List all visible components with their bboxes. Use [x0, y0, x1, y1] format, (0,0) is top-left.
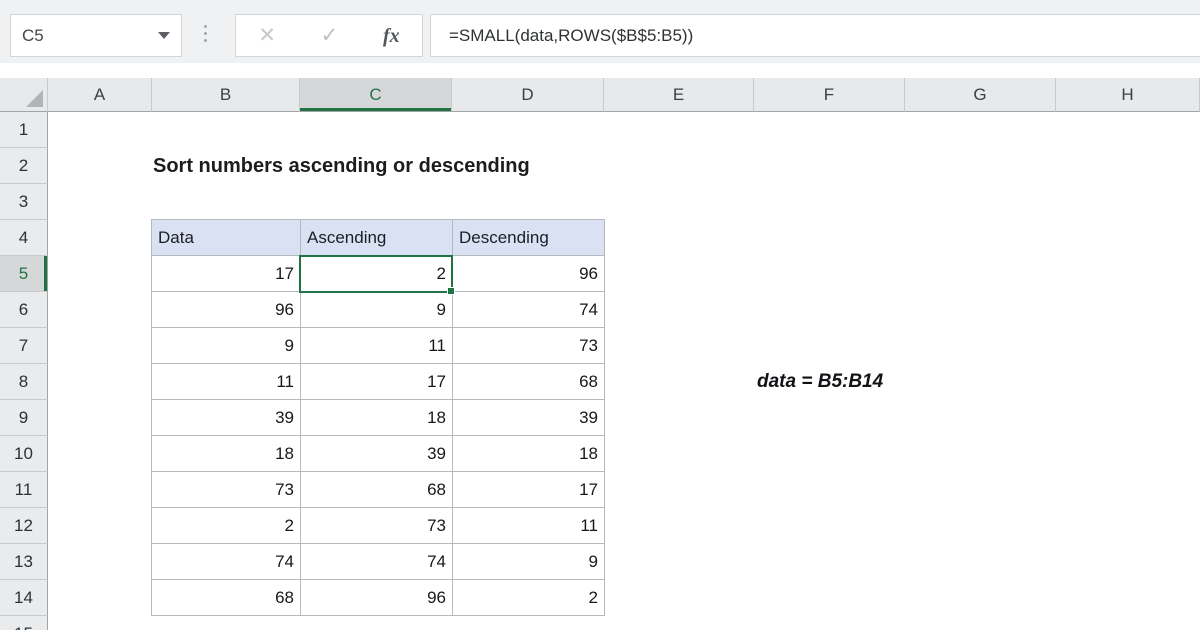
row-header-11[interactable]: 11: [0, 472, 48, 508]
cell-b9[interactable]: 39: [152, 400, 301, 436]
row-header-13[interactable]: 13: [0, 544, 48, 580]
cell-b5[interactable]: 17: [152, 256, 301, 292]
cell-c10[interactable]: 39: [301, 436, 453, 472]
cancel-icon[interactable]: ✕: [258, 24, 276, 47]
cell-c14[interactable]: 96: [301, 580, 453, 616]
cell-c9[interactable]: 18: [301, 400, 453, 436]
column-header-b[interactable]: B: [152, 78, 300, 112]
select-all-triangle-icon: [26, 90, 43, 107]
table-header-row: Data Ascending Descending: [152, 220, 605, 256]
cell-b13[interactable]: 74: [152, 544, 301, 580]
cell-d8[interactable]: 68: [453, 364, 605, 400]
row-header-12[interactable]: 12: [0, 508, 48, 544]
enter-check-icon[interactable]: ✓: [320, 24, 339, 47]
cell-d13[interactable]: 9: [453, 544, 605, 580]
cell-c13[interactable]: 74: [301, 544, 453, 580]
column-header-e[interactable]: E: [604, 78, 754, 112]
row-header-10[interactable]: 10: [0, 436, 48, 472]
named-range-annotation-cell[interactable]: data = B5:B14: [757, 371, 884, 392]
name-box[interactable]: C5: [10, 14, 182, 57]
table-row: 68 96 2: [152, 580, 605, 616]
table-row: 17 2 96: [152, 256, 605, 292]
formula-toolbar: C5 ✕ ✓ fx =SMALL(data,ROWS($B$5:B5)): [0, 0, 1200, 63]
cell-b12[interactable]: 2: [152, 508, 301, 544]
cell-d10[interactable]: 18: [453, 436, 605, 472]
row-header-4[interactable]: 4: [0, 220, 48, 256]
table-row: 96 9 74: [152, 292, 605, 328]
formula-text: =SMALL(data,ROWS($B$5:B5)): [449, 25, 694, 45]
column-header-c-selected[interactable]: C: [300, 78, 452, 112]
table-header-ascending[interactable]: Ascending: [301, 220, 453, 256]
cell-b6[interactable]: 96: [152, 292, 301, 328]
row-header-6[interactable]: 6: [0, 292, 48, 328]
formula-buttons: ✕ ✓ fx: [235, 14, 423, 57]
worksheet-title-cell[interactable]: Sort numbers ascending or descending: [153, 155, 530, 177]
table-row: 73 68 17: [152, 472, 605, 508]
row-header-1[interactable]: 1: [0, 112, 48, 148]
cell-c7[interactable]: 11: [301, 328, 453, 364]
cell-c8[interactable]: 17: [301, 364, 453, 400]
row-header-7[interactable]: 7: [0, 328, 48, 364]
fill-handle[interactable]: [447, 287, 455, 295]
column-header-a[interactable]: A: [48, 78, 152, 112]
table-row: 2 73 11: [152, 508, 605, 544]
table-row: 11 17 68: [152, 364, 605, 400]
name-box-value: C5: [22, 25, 44, 45]
row-header-15[interactable]: 15: [0, 616, 48, 630]
name-box-dropdown-icon[interactable]: [158, 32, 170, 39]
cell-b10[interactable]: 18: [152, 436, 301, 472]
table-row: 39 18 39: [152, 400, 605, 436]
column-header-d[interactable]: D: [452, 78, 604, 112]
cell-d9[interactable]: 39: [453, 400, 605, 436]
row-header-3[interactable]: 3: [0, 184, 48, 220]
column-header-g[interactable]: G: [905, 78, 1056, 112]
cell-d12[interactable]: 11: [453, 508, 605, 544]
row-header-9[interactable]: 9: [0, 400, 48, 436]
table-row: 18 39 18: [152, 436, 605, 472]
column-header-f[interactable]: F: [754, 78, 905, 112]
sheet-grid: A B C D E F G H 1 2 3 4 5 6 7 8 9 10 11 …: [0, 78, 1200, 630]
cell-c12[interactable]: 73: [301, 508, 453, 544]
cell-b14[interactable]: 68: [152, 580, 301, 616]
cell-b11[interactable]: 73: [152, 472, 301, 508]
table-header-data[interactable]: Data: [152, 220, 301, 256]
table-row: 74 74 9: [152, 544, 605, 580]
row-header-5-selected[interactable]: 5: [0, 256, 48, 292]
cell-d5[interactable]: 96: [453, 256, 605, 292]
select-all-corner[interactable]: [0, 78, 48, 112]
row-header-2[interactable]: 2: [0, 148, 48, 184]
toolbar-separator-dots: [204, 25, 207, 42]
row-header-gutter: 1 2 3 4 5 6 7 8 9 10 11 12 13 14 15: [0, 112, 48, 630]
cell-d6[interactable]: 74: [453, 292, 605, 328]
active-cell-selection-border: [299, 255, 455, 295]
cell-c6[interactable]: 9: [301, 292, 453, 328]
column-header-h[interactable]: H: [1056, 78, 1200, 112]
cell-d14[interactable]: 2: [453, 580, 605, 616]
row-header-8[interactable]: 8: [0, 364, 48, 400]
table-row: 9 11 73: [152, 328, 605, 364]
table-header-descending[interactable]: Descending: [453, 220, 605, 256]
cell-c11[interactable]: 68: [301, 472, 453, 508]
cell-d11[interactable]: 17: [453, 472, 605, 508]
row-header-14[interactable]: 14: [0, 580, 48, 616]
cell-b8[interactable]: 11: [152, 364, 301, 400]
cell-b7[interactable]: 9: [152, 328, 301, 364]
formula-bar-input[interactable]: =SMALL(data,ROWS($B$5:B5)): [430, 14, 1200, 57]
column-header-row: A B C D E F G H: [0, 78, 1200, 112]
cell-d7[interactable]: 73: [453, 328, 605, 364]
insert-function-icon[interactable]: fx: [382, 24, 400, 47]
